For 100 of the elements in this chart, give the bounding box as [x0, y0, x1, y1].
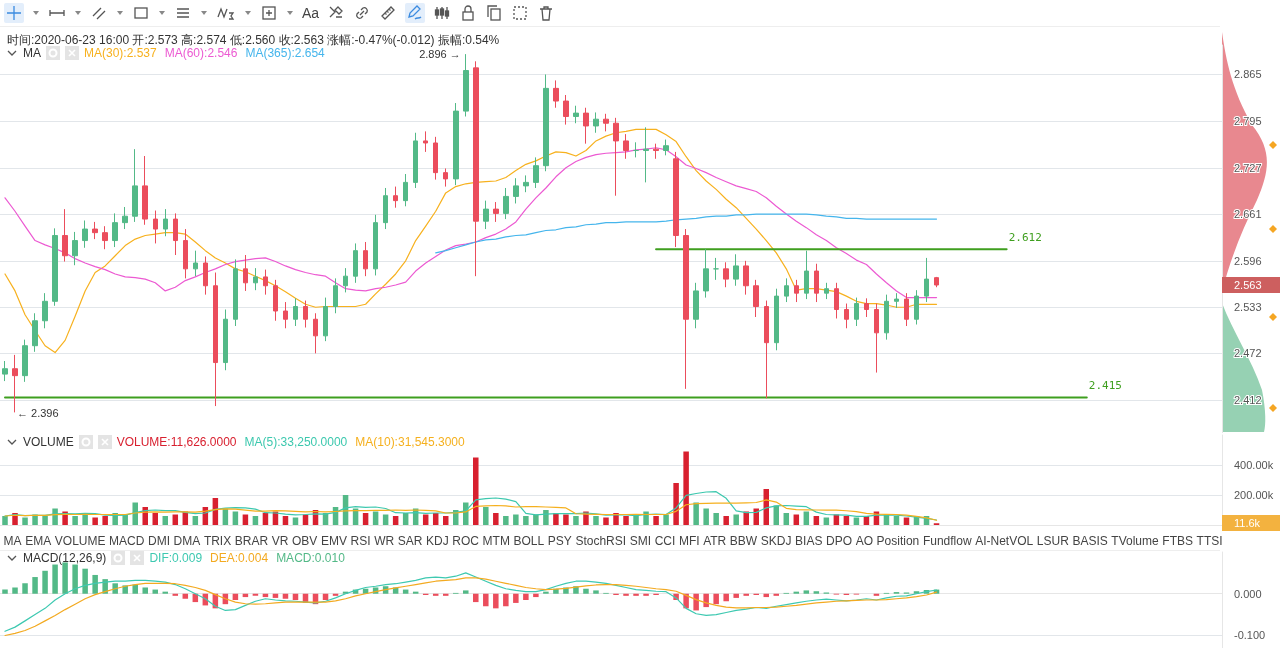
bar — [783, 513, 790, 525]
bar — [533, 514, 539, 525]
candlestick — [293, 297, 298, 327]
candlestick — [273, 279, 278, 322]
candlestick — [483, 200, 489, 230]
bar — [733, 514, 739, 525]
text: BIAS — [795, 534, 823, 548]
candlestick — [373, 214, 378, 276]
bar — [683, 451, 689, 525]
bar — [22, 517, 28, 525]
text: DMA — [173, 534, 201, 548]
text: AI-NetVOL — [975, 534, 1034, 548]
candlestick — [623, 133, 629, 160]
series-label: DIF:0.009 — [149, 551, 203, 565]
candlestick — [924, 257, 929, 303]
candlestick — [774, 288, 779, 351]
bar — [703, 508, 709, 525]
bar — [172, 593, 179, 596]
candlestick — [683, 228, 689, 390]
bar — [713, 513, 719, 525]
text: OBV — [292, 534, 318, 548]
candlestick — [794, 279, 799, 303]
bar — [162, 591, 169, 594]
bar — [613, 513, 619, 525]
text: ROC — [452, 534, 479, 548]
bar — [633, 593, 639, 596]
bar — [252, 516, 259, 525]
bar — [42, 516, 48, 525]
candlestick — [203, 255, 208, 296]
bar — [663, 514, 669, 525]
candlestick — [824, 282, 829, 300]
bar — [583, 588, 589, 594]
candlestick — [62, 208, 68, 263]
text: 2.563 — [1234, 279, 1262, 292]
bar — [493, 513, 499, 525]
text: AO — [855, 534, 873, 548]
bar — [843, 516, 850, 525]
bar — [513, 593, 519, 603]
text: Aa — [302, 5, 320, 21]
candlestick — [22, 339, 28, 383]
candlestick — [323, 297, 328, 342]
text: VOLUME:11,626.0000 — [116, 435, 237, 449]
bar — [2, 516, 8, 525]
candlestick — [193, 250, 198, 277]
candlestick — [593, 111, 599, 134]
bar — [463, 590, 469, 594]
candlestick — [213, 272, 218, 407]
bar — [713, 593, 719, 605]
bar — [42, 570, 48, 594]
text: MA(10):31,545.3000 — [355, 435, 465, 449]
text: SMI — [629, 534, 652, 548]
bar — [693, 593, 699, 611]
text: MACD:0.010 — [276, 551, 345, 565]
line-series — [4, 499, 938, 521]
bar — [543, 591, 549, 594]
bar — [593, 516, 599, 525]
candlestick — [363, 241, 368, 277]
text: SAR — [397, 534, 423, 548]
bar — [623, 516, 629, 525]
bar — [813, 591, 820, 594]
y-tick-label: 400.00k — [1234, 459, 1274, 471]
text: Position — [876, 534, 920, 548]
bar — [813, 516, 820, 525]
candlestick — [32, 312, 38, 353]
bar — [873, 593, 880, 596]
candlestick — [112, 212, 118, 248]
text: BRAR — [234, 534, 269, 548]
candlestick — [663, 139, 669, 156]
candlestick — [653, 143, 659, 160]
bar — [573, 516, 579, 525]
text: DMI — [148, 534, 171, 548]
candlestick — [173, 212, 178, 256]
candlestick — [403, 173, 408, 207]
bar — [32, 577, 38, 594]
candlestick — [353, 242, 358, 284]
candlestick — [423, 130, 428, 153]
bar — [22, 583, 28, 594]
candlestick — [693, 282, 699, 329]
legend-title: MACD(12,26,9) — [23, 551, 107, 565]
text: MA — [3, 534, 22, 548]
candlestick — [142, 155, 148, 226]
candlestick — [804, 250, 809, 300]
bar — [132, 584, 138, 594]
candlestick — [132, 148, 138, 223]
candlestick — [784, 277, 789, 303]
candlestick — [12, 354, 18, 413]
candlestick — [383, 187, 388, 230]
bar — [723, 593, 729, 602]
bar — [703, 593, 709, 608]
text: StochRSI — [575, 534, 627, 548]
bar — [593, 590, 599, 594]
annotation: ← 2.396 — [17, 407, 59, 420]
bar — [803, 590, 810, 594]
bar — [483, 593, 489, 607]
text: ATR — [703, 534, 727, 548]
text: MA(365):2.654 — [245, 46, 325, 60]
bar — [653, 516, 659, 525]
text: WR — [374, 534, 395, 548]
bar — [553, 513, 559, 525]
bar — [473, 457, 479, 525]
